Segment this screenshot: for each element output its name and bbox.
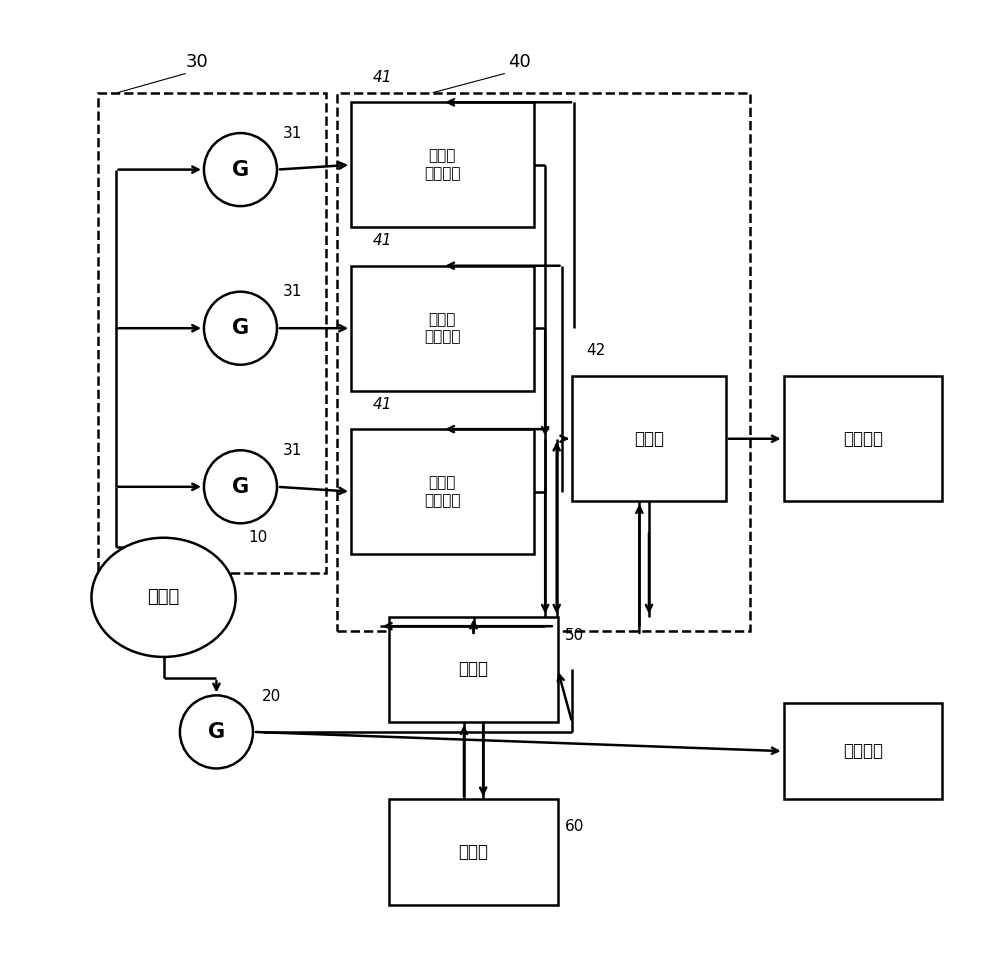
Text: G: G (232, 477, 249, 496)
Bar (351, 102, 534, 228)
Bar (351, 429, 534, 554)
Text: G: G (232, 318, 249, 338)
Bar (572, 376, 726, 501)
Text: 50: 50 (564, 629, 584, 643)
Bar (389, 799, 558, 905)
Text: 31: 31 (283, 125, 302, 141)
Text: 31: 31 (283, 284, 302, 299)
Circle shape (204, 292, 277, 364)
Circle shape (204, 450, 277, 523)
Text: 10: 10 (248, 530, 267, 546)
Bar (784, 703, 942, 799)
Circle shape (204, 133, 277, 206)
Text: 40: 40 (508, 53, 531, 71)
Circle shape (180, 695, 253, 768)
Text: 交流负载: 交流负载 (843, 430, 883, 447)
Text: 发动机: 发动机 (147, 588, 180, 606)
Text: 20: 20 (262, 689, 281, 704)
Text: 41: 41 (373, 396, 393, 412)
Text: G: G (232, 160, 249, 179)
Bar (389, 617, 558, 722)
Text: 逆变器: 逆变器 (634, 430, 664, 447)
Text: 增功器: 增功器 (459, 660, 489, 679)
Text: 31: 31 (283, 442, 302, 458)
Bar (98, 93, 326, 574)
Text: 蓄电池: 蓄电池 (459, 844, 489, 861)
Text: 41: 41 (373, 69, 393, 85)
Text: 60: 60 (564, 818, 584, 834)
Ellipse shape (91, 538, 236, 656)
Text: 发电机
控制电路: 发电机 控制电路 (424, 312, 461, 344)
Bar (337, 93, 750, 631)
Text: G: G (208, 722, 225, 742)
Text: 发电机
控制电路: 发电机 控制电路 (424, 475, 461, 508)
Bar (784, 376, 942, 501)
Bar (351, 266, 534, 390)
Text: 42: 42 (587, 343, 606, 358)
Text: 41: 41 (373, 233, 393, 249)
Text: 直流负载: 直流负载 (843, 742, 883, 761)
Text: 30: 30 (186, 53, 209, 71)
Text: 发电机
控制电路: 发电机 控制电路 (424, 148, 461, 181)
